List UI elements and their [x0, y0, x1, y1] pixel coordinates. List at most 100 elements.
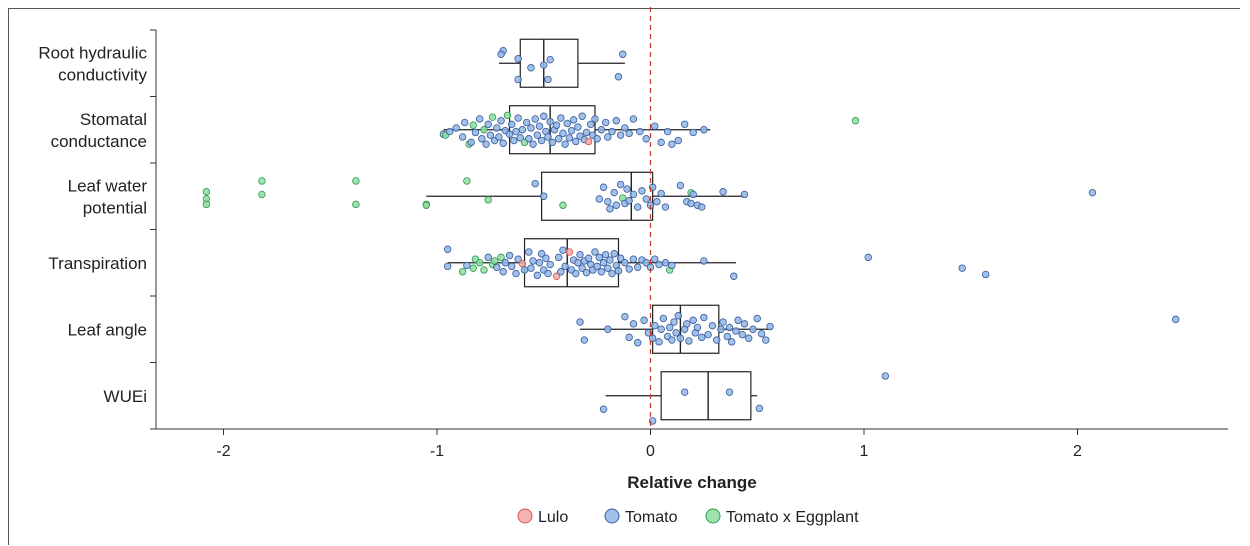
data-point — [544, 133, 552, 141]
data-point — [463, 177, 471, 185]
data-point — [480, 126, 488, 134]
data-point — [559, 201, 567, 209]
data-point — [604, 197, 612, 206]
data-point — [606, 256, 614, 264]
data-point — [689, 128, 697, 137]
data-point — [452, 124, 460, 132]
data-point — [680, 388, 689, 396]
data-point — [689, 190, 697, 199]
data-point — [512, 127, 520, 136]
legend-label-lulo: Lulo — [538, 509, 568, 526]
data-point — [565, 134, 574, 142]
data-point — [495, 133, 503, 141]
data-point — [554, 135, 563, 143]
category-label: Transpiration — [48, 254, 147, 273]
data-point — [488, 113, 497, 121]
data-point — [661, 203, 670, 211]
data-point — [518, 259, 527, 268]
data-point — [574, 123, 582, 131]
data-point — [700, 126, 708, 134]
data-point — [578, 112, 586, 120]
data-point — [484, 253, 492, 262]
data-point — [552, 272, 561, 280]
data-point — [717, 325, 725, 333]
x-tick-label: 1 — [860, 443, 869, 460]
data-point — [612, 201, 621, 209]
data-point — [732, 327, 740, 335]
data-point — [661, 259, 670, 267]
data-point — [505, 251, 514, 260]
data-point — [584, 254, 593, 262]
data-point — [651, 255, 659, 263]
data-point — [478, 135, 486, 143]
data-point — [604, 325, 612, 333]
data-point — [522, 118, 531, 127]
data-point — [719, 318, 727, 326]
data-point — [745, 334, 753, 342]
data-point — [864, 253, 872, 262]
data-point — [591, 248, 599, 256]
data-point — [676, 334, 685, 342]
data-point — [561, 140, 569, 148]
box — [660, 371, 752, 421]
box — [508, 105, 596, 155]
data-point — [625, 333, 633, 342]
data-point — [503, 111, 512, 120]
legend-label-tomato-x-eggplant: Tomato x Eggplant — [726, 509, 859, 526]
data-point — [593, 262, 601, 271]
data-point — [544, 75, 552, 84]
data-point — [527, 264, 535, 272]
data-point — [700, 313, 708, 322]
legend-marker-tomato — [604, 508, 620, 524]
data-point — [712, 336, 721, 344]
data-point — [727, 338, 736, 346]
data-point — [467, 138, 475, 147]
data-point — [629, 255, 638, 263]
data-point — [557, 114, 565, 122]
data-point — [443, 262, 452, 271]
x-tick-label: -2 — [216, 443, 230, 460]
data-point — [486, 131, 495, 139]
data-point — [572, 269, 580, 278]
data-point — [621, 124, 629, 132]
data-point — [657, 189, 665, 198]
data-point — [576, 318, 584, 326]
data-point — [740, 320, 749, 328]
data-point — [601, 118, 610, 127]
data-point — [668, 140, 676, 148]
data-point — [490, 257, 499, 265]
data-point — [580, 336, 589, 344]
data-point — [512, 269, 520, 278]
data-point — [608, 269, 616, 278]
data-point — [730, 272, 738, 280]
data-point — [621, 312, 629, 321]
data-point — [616, 131, 625, 139]
data-point — [657, 138, 665, 147]
data-point — [651, 321, 659, 330]
data-point — [604, 264, 612, 272]
data-point — [480, 266, 488, 274]
data-point — [723, 332, 732, 341]
data-point — [557, 268, 565, 276]
data-point — [642, 195, 650, 203]
data-point — [757, 330, 766, 338]
data-point — [636, 127, 644, 136]
data-point — [529, 140, 537, 148]
data-point — [518, 126, 527, 134]
data-point — [698, 333, 706, 342]
category-labels: Root hydraulic conductivity Stomatal conduc… — [38, 29, 156, 430]
data-point — [514, 114, 522, 122]
data-point — [625, 197, 633, 205]
data-point — [514, 55, 522, 63]
data-point — [484, 196, 492, 204]
data-point — [981, 270, 990, 279]
data-point — [422, 201, 431, 209]
data-point — [851, 117, 860, 125]
data-point — [708, 321, 717, 330]
data-point — [582, 268, 591, 277]
data-point — [572, 137, 580, 146]
data-point — [584, 137, 593, 146]
data-points — [202, 46, 1180, 425]
data-point — [674, 312, 682, 320]
